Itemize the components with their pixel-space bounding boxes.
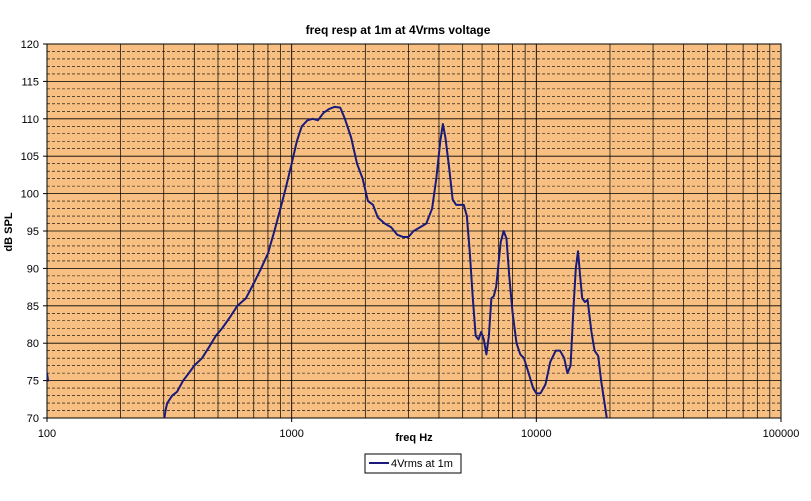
y-tick-label: 80 bbox=[27, 338, 39, 350]
y-tick-label: 110 bbox=[21, 114, 39, 126]
x-tick-label: 100 bbox=[38, 428, 56, 440]
x-tick-label: 10000 bbox=[521, 428, 552, 440]
chart-title: freq resp at 1m at 4Vrms voltage bbox=[306, 23, 491, 37]
y-tick-label: 120 bbox=[21, 39, 39, 51]
series-layer bbox=[47, 105, 608, 418]
y-tick-label: 85 bbox=[27, 301, 39, 313]
x-axis-label: freq Hz bbox=[395, 432, 433, 444]
y-tick-label: 100 bbox=[21, 189, 39, 201]
legend: 4Vrms at 1m bbox=[364, 453, 462, 474]
y-tick-label: 90 bbox=[27, 263, 39, 275]
x-tick-label: 1000 bbox=[279, 428, 303, 440]
y-axis-label: dB SPL bbox=[3, 212, 15, 251]
y-axis: 70 75 80 85 90 95 100 105 110 115 120 bbox=[21, 39, 47, 425]
series-line bbox=[163, 105, 608, 418]
y-tick-label: 70 bbox=[27, 413, 39, 425]
y-tick-label: 95 bbox=[27, 226, 39, 238]
y-tick-label: 75 bbox=[27, 376, 39, 388]
series-line bbox=[47, 372, 50, 382]
legend-box bbox=[364, 453, 462, 474]
y-tick-label: 105 bbox=[21, 151, 39, 163]
major-grid bbox=[46, 43, 781, 419]
x-axis: 100 1000 10000 100000 bbox=[38, 418, 800, 440]
y-tick-label: 115 bbox=[21, 76, 39, 88]
minor-grid bbox=[47, 51, 781, 411]
x-tick-label: 100000 bbox=[763, 428, 800, 440]
legend-label: 4Vrms at 1m bbox=[391, 458, 453, 470]
